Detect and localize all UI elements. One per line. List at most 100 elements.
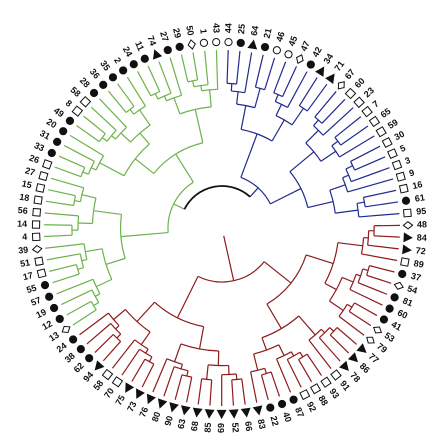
branch-line	[291, 107, 304, 126]
leaf-label: 90	[163, 415, 175, 427]
branch-line	[329, 184, 346, 191]
branch-line	[231, 379, 235, 406]
branch-line	[94, 293, 101, 297]
branch-line	[369, 265, 395, 273]
leaf-label: 8	[64, 98, 74, 109]
branch-line	[90, 167, 97, 171]
leaf-label: 60	[353, 76, 367, 90]
leaf-label: 38	[63, 351, 77, 365]
branch-line	[261, 337, 268, 351]
branch-line	[339, 135, 375, 158]
leaf-label: 81	[401, 295, 414, 308]
branch-line	[206, 364, 209, 380]
leaf-symbol	[299, 389, 311, 401]
leaf-label: 29	[171, 27, 183, 39]
branch-line	[49, 263, 77, 272]
branch-line	[253, 353, 259, 371]
branch-line	[141, 363, 155, 388]
leaf-label: 33	[33, 140, 46, 153]
leaf-label: 58	[68, 85, 82, 99]
branch-line	[83, 115, 106, 135]
leaf-label: 14	[17, 219, 27, 229]
branch-line	[163, 366, 175, 397]
branch-line	[173, 97, 181, 115]
leaf-symbol	[260, 42, 270, 52]
leaf-label: 17	[22, 270, 34, 282]
leaf-symbol	[31, 232, 41, 242]
leaf-label: 79	[375, 341, 389, 355]
branch-line	[93, 210, 122, 216]
leaf-symbol	[395, 171, 406, 182]
branch-line	[226, 50, 229, 84]
leaf-label: 94	[81, 370, 95, 384]
branch-line	[362, 268, 369, 272]
leaf-label: 71	[332, 59, 346, 73]
leaf-symbol	[272, 46, 281, 55]
branch-line	[174, 343, 182, 362]
branch-line	[209, 379, 213, 406]
leaf-symbol	[53, 137, 62, 146]
branch-line	[74, 199, 81, 203]
branch-line	[334, 116, 362, 138]
branch-line	[148, 356, 153, 362]
branch-line	[338, 315, 365, 336]
leaf-label: 64	[249, 25, 261, 37]
leaf-symbol	[402, 244, 412, 255]
branch-line	[254, 88, 261, 108]
leaf-symbol	[401, 196, 411, 205]
branch-line	[77, 267, 84, 270]
leaf-label: 92	[305, 400, 318, 413]
branch-line	[96, 278, 113, 288]
branch-line	[340, 125, 369, 146]
leaf-symbol	[402, 208, 412, 218]
leaf-symbol	[59, 127, 68, 136]
branch-line	[186, 370, 189, 377]
leaf-symbol	[119, 66, 128, 75]
leaf-label: 44	[223, 23, 233, 33]
leaf-symbol	[398, 269, 407, 279]
branch-line	[81, 194, 97, 199]
branch-line	[254, 54, 264, 88]
leaf-symbol	[325, 73, 335, 84]
leaf-symbol	[108, 73, 118, 82]
branch-line	[350, 167, 390, 183]
leaf-label: 4	[22, 232, 27, 242]
leaf-symbol	[240, 407, 251, 418]
leaf-label: 42	[310, 45, 324, 59]
branch-line	[192, 80, 195, 87]
branch-line	[163, 95, 168, 102]
branch-line	[101, 137, 108, 142]
leaf-label: 91	[338, 379, 352, 393]
leaf-symbol	[212, 37, 221, 47]
branch-line	[314, 91, 337, 118]
leaf-label: 69	[216, 423, 226, 433]
branch-line	[286, 359, 302, 388]
leaf-label: 40	[281, 411, 294, 424]
leaf-label: 41	[390, 319, 404, 333]
leaf-symbol	[111, 376, 124, 388]
leaf-symbol	[385, 304, 394, 313]
branch-line	[305, 254, 334, 265]
leaf-symbol	[398, 183, 409, 194]
branch-line	[115, 325, 120, 330]
branch-line	[355, 273, 361, 277]
leaf-label: 46	[274, 30, 287, 43]
leaf-label: 24	[121, 45, 135, 59]
leaf-label: 74	[145, 34, 158, 47]
branch-line	[289, 151, 315, 173]
branch-arc	[125, 105, 135, 113]
branch-line	[365, 201, 399, 208]
leaf-symbol	[393, 281, 404, 290]
branch-line	[86, 323, 112, 345]
branch-line	[180, 54, 189, 83]
branch-line	[306, 83, 328, 112]
leaf-symbol	[49, 303, 59, 313]
leaf-symbol	[33, 195, 43, 205]
leaf-symbol	[330, 369, 342, 381]
leaf-symbol	[284, 50, 293, 59]
leaf-symbol	[47, 148, 56, 158]
leaf-label: 66	[243, 421, 254, 432]
leaf-symbol	[403, 232, 413, 243]
branch-line	[69, 134, 104, 157]
